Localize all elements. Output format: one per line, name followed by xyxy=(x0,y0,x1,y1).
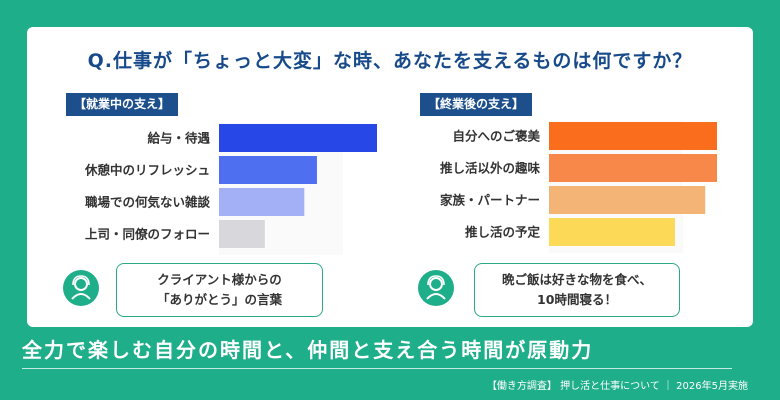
bar xyxy=(549,154,717,182)
bar xyxy=(219,188,305,216)
bar xyxy=(219,220,265,248)
comment-bubble-after-work: 晩ご飯は好きな物を食べ、 10時間寝る！ xyxy=(474,263,680,317)
category-label: 職場での何気ない雑談 xyxy=(85,195,211,210)
tagline: 全力で楽しむ自分の時間と、仲間と支え合う時間が原動力 xyxy=(22,338,594,362)
bar xyxy=(549,122,717,150)
category-label: 上司・同僚のフォロー xyxy=(85,227,210,242)
bar xyxy=(549,218,675,246)
person-headset-icon xyxy=(418,270,454,306)
footer-note: 【働き方調査】 押し活と仕事について ｜ 2026年5月実施 xyxy=(486,381,748,392)
category-label: 家族・パートナー xyxy=(440,193,540,208)
bar xyxy=(219,124,377,152)
section-header-after-work: 【終業後の支え】 xyxy=(420,93,533,116)
question-title: Q.仕事が「ちょっと大変」な時、あなたを支えるものは何ですか？ xyxy=(87,50,693,72)
bar xyxy=(549,186,706,214)
comment-line: 「ありがとう」の言葉 xyxy=(156,292,282,307)
category-label: 推し活以外の趣味 xyxy=(440,161,541,176)
section-header-during-work: 【就業中の支え】 xyxy=(66,93,179,116)
divider xyxy=(22,368,732,369)
category-label: 給与・待遇 xyxy=(147,131,210,146)
bar xyxy=(219,156,317,184)
comment-line: 10時間寝る！ xyxy=(537,292,617,307)
comment-line: 晩ご飯は好きな物を食べ、 xyxy=(501,272,652,287)
category-label: 推し活の予定 xyxy=(465,225,541,240)
infographic-card: Q.仕事が「ちょっと大変」な時、あなたを支えるものは何ですか？ 【就業中の支え】… xyxy=(27,27,753,327)
category-label: 自分へのご褒美 xyxy=(452,129,540,144)
comment-bubble-during-work: クライアント様からの 「ありがとう」の言葉 xyxy=(116,263,323,317)
category-label: 休憩中のリフレッシュ xyxy=(84,163,210,178)
person-headset-icon xyxy=(63,270,99,306)
comment-line: クライアント様からの xyxy=(157,272,282,287)
